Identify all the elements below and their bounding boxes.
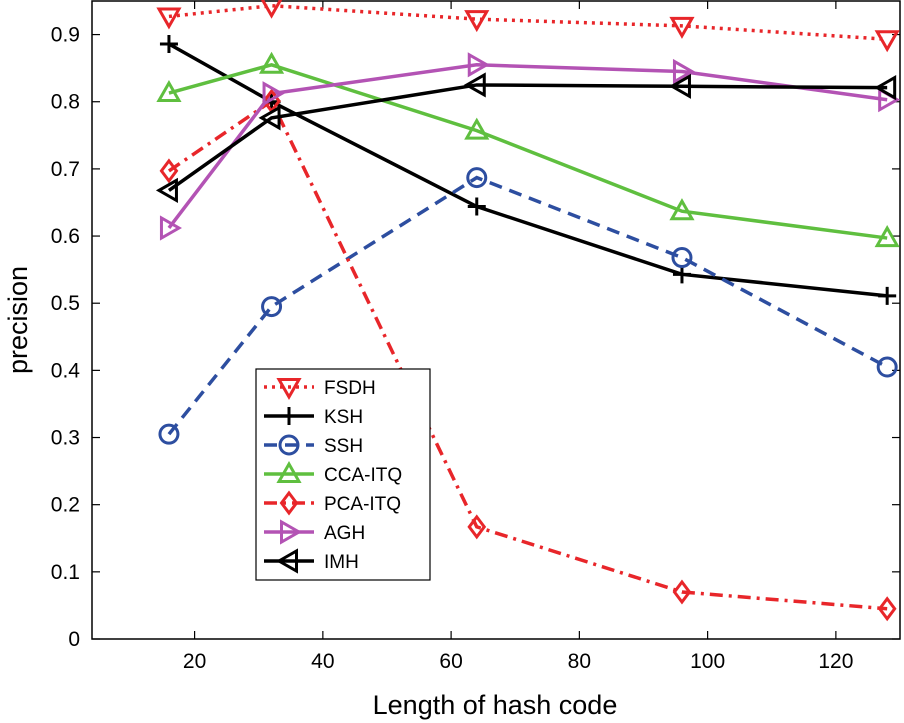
y-tick-label: 0.7 bbox=[51, 158, 80, 181]
data-point-ksh bbox=[878, 286, 897, 305]
data-point-pca-itq bbox=[877, 596, 897, 622]
series-markers bbox=[155, 0, 901, 622]
data-point-imh bbox=[155, 177, 178, 203]
y-tick-label: 0.4 bbox=[51, 359, 81, 382]
y-tick-label: 0.9 bbox=[51, 24, 80, 47]
legend-label-fsdh: FSDH bbox=[324, 378, 376, 399]
data-point-cca-itq bbox=[464, 117, 490, 140]
x-tick-label: 80 bbox=[568, 650, 591, 673]
legend: FSDH KSH SSH CCA-ITQ PCA-ITQ AGH IMH bbox=[255, 368, 431, 581]
data-point-fsdh bbox=[260, 0, 283, 19]
x-tick-label: 40 bbox=[311, 650, 334, 673]
data-point-agh bbox=[262, 81, 285, 107]
y-tick-label: 0 bbox=[68, 628, 80, 651]
data-point-cca-itq bbox=[874, 225, 900, 248]
data-point-agh bbox=[672, 58, 695, 85]
x-tick-label: 20 bbox=[183, 650, 206, 673]
axis-ticks: 20 40 60 80 100 120 0 0.1 0.2 0.3 0.4 0.5 0.6 0.7 0.8 0… bbox=[51, 1, 900, 673]
series-line-cca-itq bbox=[168, 62, 888, 240]
data-point-fsdh bbox=[874, 30, 900, 53]
legend-marker-fsdh bbox=[276, 378, 302, 401]
series-lines bbox=[167, 3, 888, 611]
x-tick-label: 120 bbox=[818, 650, 853, 673]
x-tick-label: 60 bbox=[439, 650, 462, 673]
data-point-ssh bbox=[671, 247, 693, 269]
legend-label-ssh: SSH bbox=[324, 436, 363, 457]
data-point-ksh bbox=[467, 197, 486, 216]
data-point-ssh bbox=[876, 356, 898, 378]
data-point-fsdh bbox=[156, 7, 182, 30]
y-tick-label: 0.6 bbox=[51, 225, 80, 248]
data-point-ssh bbox=[158, 423, 180, 445]
series-line-pca-itq bbox=[167, 98, 888, 611]
data-point-agh bbox=[467, 52, 490, 78]
plot-frame bbox=[91, 0, 901, 640]
y-tick-label: 0.5 bbox=[51, 292, 80, 315]
data-point-cca-itq bbox=[156, 79, 182, 103]
data-point-fsdh bbox=[669, 16, 695, 39]
y-tick-label: 0.1 bbox=[51, 561, 80, 584]
data-point-pca-itq bbox=[159, 158, 179, 184]
data-point-cca-itq bbox=[669, 198, 695, 221]
legend-marker-cca-itq bbox=[276, 460, 302, 483]
legend-label-imh: IMH bbox=[324, 552, 359, 573]
data-point-fsdh bbox=[464, 10, 490, 33]
data-point-pca-itq bbox=[672, 579, 692, 605]
data-point-imh bbox=[668, 73, 691, 99]
series-line-imh bbox=[167, 83, 888, 192]
series-line-agh bbox=[167, 63, 888, 230]
legend-marker-agh bbox=[280, 519, 303, 545]
y-tick-label: 0.2 bbox=[51, 494, 80, 517]
data-point-pca-itq bbox=[467, 514, 487, 540]
data-point-ksh bbox=[159, 34, 178, 53]
data-point-ksh bbox=[672, 265, 691, 284]
y-axis-label: precision bbox=[3, 266, 33, 374]
legend-label-cca-itq: CCA-ITQ bbox=[324, 465, 402, 486]
data-point-agh bbox=[159, 215, 182, 241]
data-point-ssh bbox=[261, 296, 283, 318]
data-point-imh bbox=[874, 75, 897, 101]
y-tick-label: 0.3 bbox=[51, 427, 80, 450]
y-tick-label: 0.8 bbox=[51, 91, 80, 114]
series-line-ssh bbox=[167, 175, 888, 436]
x-tick-label: 100 bbox=[690, 650, 725, 673]
legend-marker-ksh bbox=[280, 407, 298, 425]
data-point-imh bbox=[463, 72, 486, 98]
legend-marker-ssh bbox=[278, 434, 300, 456]
legend-marker-imh bbox=[275, 548, 298, 574]
data-point-ssh bbox=[466, 167, 488, 189]
legend-label-agh: AGH bbox=[324, 523, 365, 544]
legend-label-ksh: KSH bbox=[324, 407, 363, 428]
legend-label-pca-itq: PCA-ITQ bbox=[324, 494, 401, 515]
data-point-cca-itq bbox=[258, 51, 285, 74]
legend-marker-pca-itq bbox=[279, 490, 299, 516]
x-axis-label: Length of hash code bbox=[373, 690, 618, 720]
data-point-imh bbox=[258, 105, 281, 131]
